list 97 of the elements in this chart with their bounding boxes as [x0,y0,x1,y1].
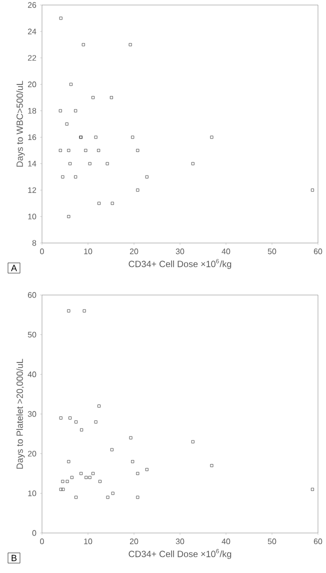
y-tick-label: 50 [28,332,36,338]
point [106,162,109,166]
x-tick-label: 20 [130,538,138,544]
point [145,175,148,178]
y-tick-label: 60 [28,292,36,298]
x-tick-label: 30 [176,538,184,544]
point [111,492,114,495]
x-tick-label: 0 [40,538,44,544]
point [110,448,114,452]
point [62,488,65,491]
y-tick-label: 26 [28,2,36,8]
point [136,472,140,476]
x-tick-label: 10 [84,538,92,544]
y-tick-label: 8 [32,240,36,246]
y-tick-label: 40 [28,372,36,378]
y-tick-label: 20 [28,450,36,456]
x-tick-label: 20 [130,248,138,254]
point [97,404,101,408]
x-tick-label: 10 [84,248,92,254]
point [82,309,86,312]
x-tick-label: 60 [314,248,322,254]
point [61,480,64,483]
point [94,420,98,424]
y-tick-label: 22 [28,55,36,61]
point [97,148,100,152]
y-axis-title: Days to WBC>500/uL [16,80,25,167]
point [131,460,134,464]
point [92,472,95,476]
y-tick-label: 10 [28,214,36,220]
x-tick-label: 50 [268,538,276,544]
point [74,109,78,112]
point [59,416,62,420]
point [70,476,74,480]
point [210,464,214,468]
point [106,496,110,499]
point [136,188,140,192]
point [80,428,84,432]
point [191,440,194,444]
point [74,175,78,178]
y-tick-label: 14 [28,160,36,166]
x-tick-label: 40 [222,538,230,544]
y-tick-label: 18 [28,108,36,114]
point [59,488,62,491]
point [136,496,140,499]
x-axis-title: CD34+ Cell Dose ×10$^{6}$/kg [128,549,232,559]
point [68,416,72,420]
point [210,136,214,139]
point [145,468,148,472]
point [94,136,98,139]
point [310,188,314,192]
point [128,43,132,46]
point [58,148,62,152]
point [191,162,194,166]
point [66,480,69,483]
point [67,148,70,152]
point [129,436,132,440]
point [110,96,114,100]
point [58,109,62,112]
y-tick-label: 10 [28,490,36,496]
x-tick-label: 0 [40,248,44,254]
point [68,162,72,166]
point [84,476,88,480]
x-tick-label: 40 [222,248,230,254]
point [74,496,78,499]
point [84,148,88,152]
y-tick-label: 20 [28,82,36,88]
x-tick-label: 50 [268,248,276,254]
text: B [12,554,17,562]
point [59,16,62,20]
y-tick-label: 30 [28,411,36,417]
text: A [11,264,17,272]
point [98,480,102,483]
y-tick-label: 0 [32,530,36,536]
point [67,309,70,312]
x-tick-label: 30 [176,248,184,254]
point [74,420,78,424]
point [88,162,92,166]
y-tick-label: 12 [28,187,36,193]
x-axis-title: CD34+ Cell Dose ×10$^{6}$/kg [128,259,232,269]
point [310,488,314,491]
y-axis-title: Days to Platelet >20,000/uL [16,358,25,469]
y-tick-label: 16 [28,134,36,140]
point [136,148,140,152]
point [110,202,114,205]
point [92,96,95,100]
x-tick-label: 60 [314,538,322,544]
point [97,202,101,205]
point [82,43,85,46]
y-tick-label: 24 [28,28,36,34]
point [88,476,92,480]
point [67,460,70,464]
point [67,215,70,218]
point [131,136,134,139]
point [61,175,64,178]
point [80,472,83,476]
point [65,122,68,126]
point [69,82,73,86]
